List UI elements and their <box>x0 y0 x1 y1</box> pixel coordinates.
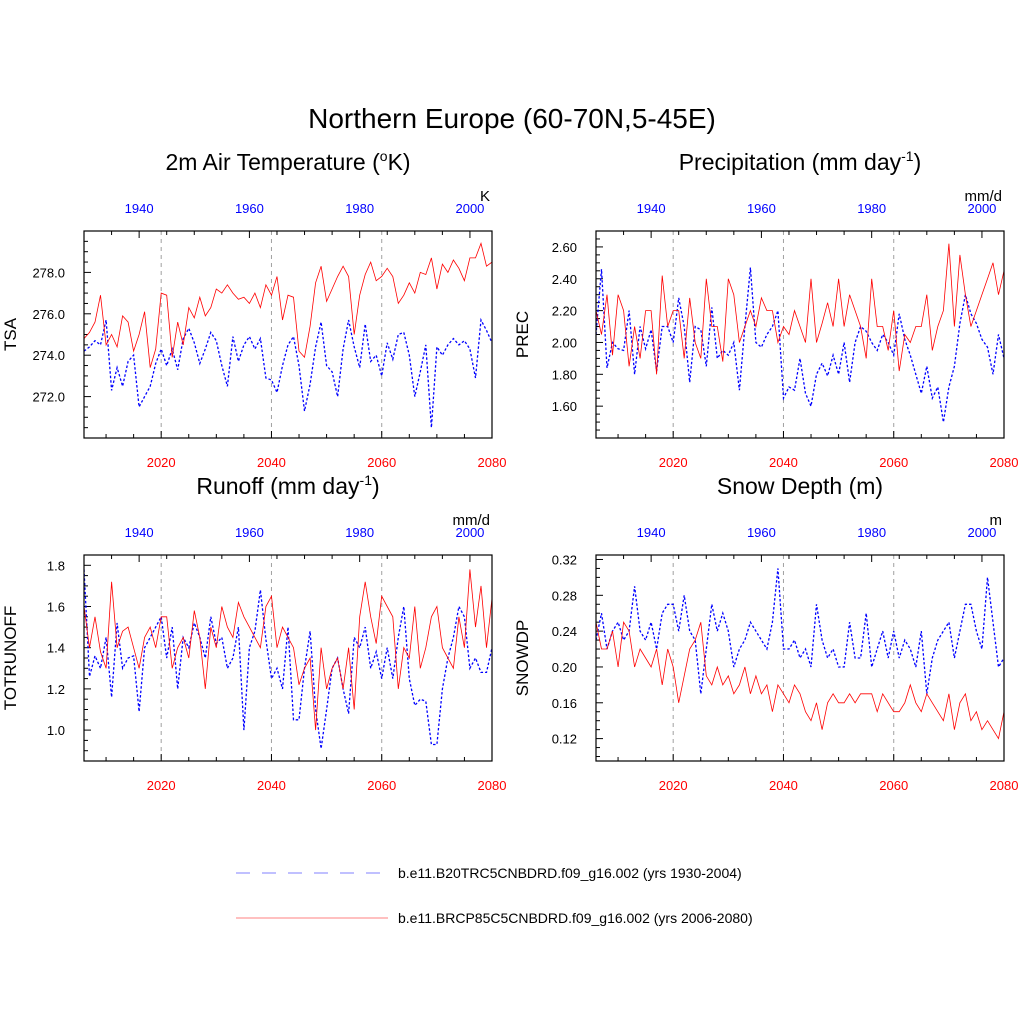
units-label: mm/d <box>453 512 491 529</box>
bottom-tick-label: 2020 <box>659 455 688 470</box>
series-line-historical <box>84 317 492 428</box>
series-line-historical <box>84 569 492 749</box>
y-tick-label: 0.16 <box>552 696 577 711</box>
panel-prec: Precipitation (mm day-1) mm/d PREC 2020 2040… <box>513 148 1018 470</box>
y-tick-label: 1.2 <box>47 682 65 697</box>
top-tick-label: 1940 <box>637 201 666 216</box>
y-tick-label: 1.8 <box>47 558 65 573</box>
y-tick-label: 1.60 <box>552 399 577 414</box>
top-tick-label: 1980 <box>857 201 886 216</box>
y-tick-label: 276.0 <box>32 307 65 322</box>
panel-title-main: Snow Depth (m) <box>717 473 883 499</box>
plot-frame <box>83 554 493 762</box>
panel-title-main: Precipitation (mm day <box>679 149 902 175</box>
y-tick-label: 272.0 <box>32 390 65 405</box>
bottom-tick-label: 2020 <box>147 455 176 470</box>
bottom-tick-label: 2060 <box>367 778 396 793</box>
panel-title-end: ) <box>914 149 922 175</box>
top-tick-label: 1960 <box>235 525 264 540</box>
y-tick-label: 2.40 <box>552 272 577 287</box>
units-label: K <box>480 188 490 205</box>
y-tick-label: 278.0 <box>32 265 65 280</box>
y-tick-label: 1.4 <box>47 641 65 656</box>
top-tick-label: 1960 <box>235 201 264 216</box>
bottom-tick-label: 2020 <box>659 778 688 793</box>
y-axis-label: SNOWDP <box>513 620 532 697</box>
y-tick-label: 2.60 <box>552 240 577 255</box>
y-tick-label: 274.0 <box>32 348 65 363</box>
bottom-tick-label: 2040 <box>257 455 286 470</box>
panel-title-superscript: -1 <box>901 148 914 164</box>
bottom-tick-label: 2040 <box>769 455 798 470</box>
y-tick-label: 1.80 <box>552 367 577 382</box>
panel-title: 2m Air Temperature (oK) <box>165 148 410 175</box>
top-tick-label: 2000 <box>455 201 484 216</box>
bottom-tick-label: 2040 <box>257 778 286 793</box>
bottom-tick-label: 2080 <box>478 455 507 470</box>
series-line-future <box>596 621 1004 740</box>
top-tick-label: 1940 <box>637 525 666 540</box>
top-tick-label: 1940 <box>125 201 154 216</box>
panel-tsa: 2m Air Temperature (oK) K TSA 2020 2040 2060 2… <box>1 148 506 470</box>
panel-title-end: ) <box>372 473 380 499</box>
bottom-tick-label: 2020 <box>147 778 176 793</box>
y-axis-label: PREC <box>513 311 532 358</box>
panel-title-main: Runoff (mm day <box>196 473 360 499</box>
legend: b.e11.B20TRC5CNBDRD.f09_g16.002 (yrs 193… <box>236 865 753 926</box>
y-axis-label: TOTRUNOFF <box>1 606 20 711</box>
top-tick-label: 1960 <box>747 525 776 540</box>
bottom-tick-label: 2080 <box>478 778 507 793</box>
top-tick-label: 1940 <box>125 525 154 540</box>
y-tick-label: 2.20 <box>552 304 577 319</box>
panel-title-superscript: -1 <box>360 472 373 488</box>
bottom-tick-label: 2060 <box>879 778 908 793</box>
y-axis-label: TSA <box>1 317 20 351</box>
top-tick-label: 2000 <box>967 201 996 216</box>
top-tick-label: 2000 <box>967 525 996 540</box>
panel-title-main: 2m Air Temperature ( <box>165 149 380 175</box>
panel-snowdp: Snow Depth (m) m SNOWDP 2020 2040 2060 2080 194… <box>513 473 1018 793</box>
y-tick-label: 0.28 <box>552 588 577 603</box>
panel-title-end: K) <box>388 149 411 175</box>
y-tick-label: 1.6 <box>47 600 65 615</box>
y-tick-label: 1.0 <box>47 723 65 738</box>
series-line-future <box>84 569 492 731</box>
y-tick-label: 0.12 <box>552 732 577 747</box>
units-label: mm/d <box>965 188 1003 205</box>
panel-title: Runoff (mm day-1) <box>196 472 379 499</box>
bottom-tick-label: 2080 <box>990 455 1019 470</box>
series-line-historical <box>596 267 1004 423</box>
plot-frame <box>595 554 1005 762</box>
y-tick-label: 0.20 <box>552 660 577 675</box>
y-tick-label: 0.24 <box>552 624 577 639</box>
legend-label-future: b.e11.BRCP85C5CNBDRD.f09_g16.002 (yrs 20… <box>398 910 753 926</box>
top-tick-label: 1960 <box>747 201 776 216</box>
legend-label-historical: b.e11.B20TRC5CNBDRD.f09_g16.002 (yrs 193… <box>398 865 742 881</box>
top-tick-label: 1980 <box>857 525 886 540</box>
panel-title: Snow Depth (m) <box>717 473 883 499</box>
bottom-tick-label: 2080 <box>990 778 1019 793</box>
series-line-future <box>596 243 1004 375</box>
bottom-tick-label: 2060 <box>367 455 396 470</box>
panel-title: Precipitation (mm day-1) <box>679 148 922 175</box>
plot-frame <box>83 230 493 439</box>
panel-title-superscript: o <box>380 148 388 164</box>
y-tick-label: 2.00 <box>552 335 577 350</box>
series-line-future <box>84 242 492 368</box>
units-label: m <box>990 512 1003 529</box>
bottom-tick-label: 2060 <box>879 455 908 470</box>
bottom-tick-label: 2040 <box>769 778 798 793</box>
top-tick-label: 1980 <box>345 201 374 216</box>
plot-frame <box>595 230 1005 439</box>
y-tick-label: 0.32 <box>552 552 577 567</box>
panel-totrunoff: Runoff (mm day-1) mm/d TOTRUNOFF 2020 2040 20… <box>1 472 506 793</box>
figure-title: Northern Europe (60-70N,5-45E) <box>308 103 716 134</box>
top-tick-label: 1980 <box>345 525 374 540</box>
top-tick-label: 2000 <box>455 525 484 540</box>
